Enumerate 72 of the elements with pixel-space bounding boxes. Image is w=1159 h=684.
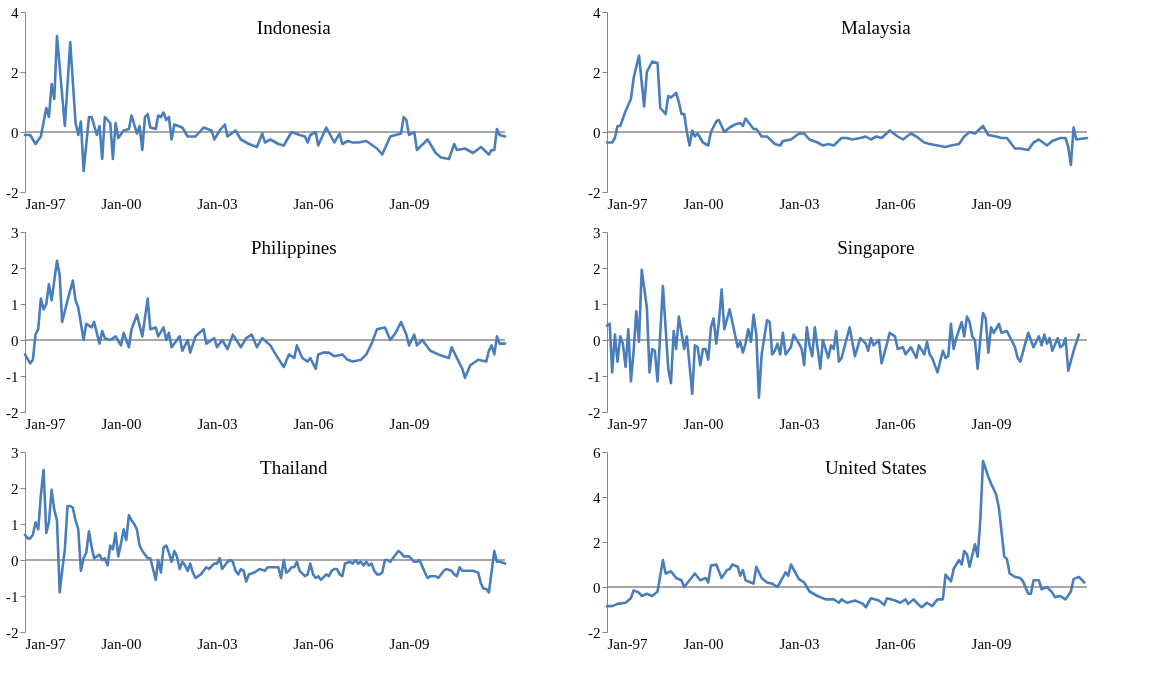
y-tick-label: -1 xyxy=(6,368,19,385)
x-tick-label: Jan-97 xyxy=(25,635,66,652)
y-tick-label: 6 xyxy=(593,444,601,461)
line-series xyxy=(605,268,1081,399)
x-tick-label: Jan-97 xyxy=(607,195,648,212)
x-tick-label: Jan-03 xyxy=(197,195,238,212)
x-tick-label: Jan-09 xyxy=(389,635,430,652)
x-tick-label: Jan-09 xyxy=(389,195,430,212)
y-tick-label: 4 xyxy=(593,4,601,21)
chart-title: Indonesia xyxy=(256,17,332,38)
y-tick-label: 3 xyxy=(11,444,19,461)
y-tick-label: 0 xyxy=(593,124,601,141)
x-tick-label: Jan-00 xyxy=(683,635,724,652)
y-tick-label: 1 xyxy=(11,516,19,533)
y-tick-label: 0 xyxy=(11,552,19,569)
x-tick-label: Jan-00 xyxy=(683,195,724,212)
x-tick-label: Jan-00 xyxy=(683,415,724,432)
y-tick-label: 2 xyxy=(11,64,19,81)
y-tick-label: 0 xyxy=(593,332,601,349)
x-tick-label: Jan-03 xyxy=(197,635,238,652)
y-tick-label: -2 xyxy=(588,624,601,641)
chart-title: Thailand xyxy=(260,457,329,478)
x-tick-label: Jan-06 xyxy=(293,635,335,652)
x-tick-label: Jan-97 xyxy=(607,635,648,652)
y-tick-label: -2 xyxy=(588,404,601,421)
x-tick-label: Jan-97 xyxy=(25,195,66,212)
y-tick-label: -2 xyxy=(6,404,19,421)
y-tick-label: 0 xyxy=(11,124,19,141)
y-tick-label: 2 xyxy=(11,480,19,497)
y-tick-label: 0 xyxy=(593,579,601,596)
x-tick-label: Jan-09 xyxy=(971,195,1012,212)
x-tick-label: Jan-06 xyxy=(293,415,335,432)
x-tick-label: Jan-03 xyxy=(197,415,238,432)
y-tick-label: 3 xyxy=(593,224,601,241)
x-tick-label: Jan-03 xyxy=(779,635,820,652)
x-tick-label: Jan-00 xyxy=(101,415,142,432)
x-tick-label: Jan-06 xyxy=(875,195,917,212)
chart-title: Singapore xyxy=(837,237,915,258)
line-series xyxy=(605,54,1089,167)
x-tick-label: Jan-09 xyxy=(389,415,430,432)
chart-title: Philippines xyxy=(251,237,337,258)
y-tick-label: 2 xyxy=(593,64,601,81)
line-series xyxy=(23,259,507,380)
x-tick-label: Jan-00 xyxy=(101,635,142,652)
y-tick-label: 2 xyxy=(593,534,601,551)
x-tick-label: Jan-03 xyxy=(779,195,820,212)
x-tick-label: Jan-06 xyxy=(293,195,335,212)
y-tick-label: 4 xyxy=(593,489,601,506)
y-tick-label: -1 xyxy=(588,368,601,385)
y-tick-label: 2 xyxy=(11,260,19,277)
y-tick-label: 3 xyxy=(11,224,19,241)
y-tick-label: -1 xyxy=(6,588,19,605)
line-series xyxy=(23,34,507,173)
y-tick-label: 0 xyxy=(11,332,19,349)
x-tick-label: Jan-06 xyxy=(875,635,917,652)
x-tick-label: Jan-00 xyxy=(101,195,142,212)
x-tick-label: Jan-09 xyxy=(971,415,1012,432)
x-tick-label: Jan-97 xyxy=(25,415,66,432)
y-tick-label: -2 xyxy=(6,624,19,641)
x-tick-label: Jan-06 xyxy=(875,415,917,432)
line-series xyxy=(605,459,1086,609)
x-tick-label: Jan-09 xyxy=(971,635,1012,652)
y-tick-label: 2 xyxy=(593,260,601,277)
y-tick-label: 4 xyxy=(11,4,19,21)
chart-title: Malaysia xyxy=(840,17,912,38)
y-tick-label: 1 xyxy=(593,296,601,313)
chart-title: United States xyxy=(824,457,927,478)
x-tick-label: Jan-03 xyxy=(779,415,820,432)
x-tick-label: Jan-97 xyxy=(607,415,648,432)
y-tick-label: 1 xyxy=(11,296,19,313)
y-tick-label: -2 xyxy=(6,184,19,201)
y-tick-label: -2 xyxy=(588,184,601,201)
